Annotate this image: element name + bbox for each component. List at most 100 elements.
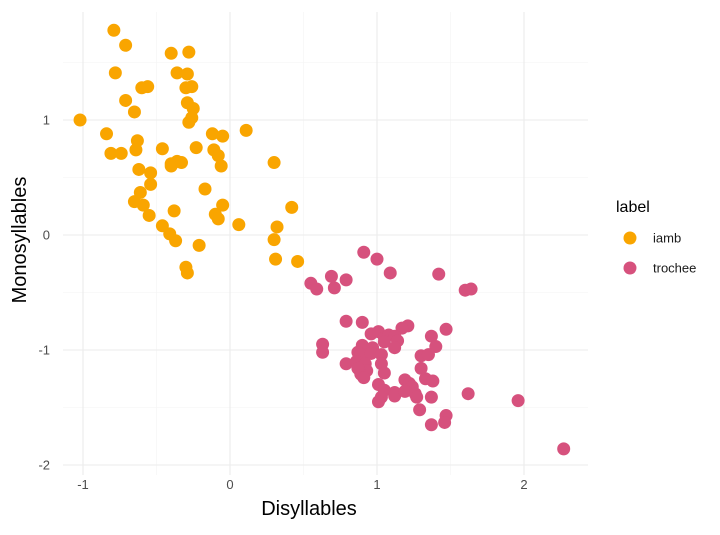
iamb-point (144, 166, 158, 180)
trochee-point (424, 418, 438, 432)
iamb-point (73, 113, 87, 127)
tick-labels: -1 0 1 2 -2 -1 0 1 (38, 113, 527, 493)
iamb-point (167, 204, 181, 218)
trochee-point (424, 390, 438, 404)
iamb-point (164, 159, 178, 173)
iamb-point (142, 208, 156, 222)
iamb-point (205, 127, 219, 141)
trochee-point (388, 389, 402, 403)
iamb-point (216, 198, 230, 212)
trochee-point (511, 394, 525, 408)
iamb-point (108, 66, 122, 80)
iamb-point (182, 45, 196, 59)
trochee-point (364, 346, 378, 360)
trochee-point (432, 267, 446, 281)
trochee-point (424, 329, 438, 343)
iamb-point (104, 146, 118, 160)
iamb-point (144, 177, 158, 191)
iamb-point (107, 23, 121, 37)
trochee-point (339, 357, 353, 371)
iamb-point (114, 146, 128, 160)
y-axis-title: Monosyllables (9, 177, 31, 304)
trochee-point (370, 252, 384, 266)
iamb-point (192, 238, 206, 252)
trochee-point (324, 269, 338, 283)
trochee-point (355, 315, 369, 329)
legend-key-iamb (623, 231, 637, 245)
iamb-point (169, 234, 183, 248)
legend-key-trochee (623, 261, 637, 275)
iamb-point (285, 200, 299, 214)
y-tick-label: -2 (38, 458, 50, 473)
legend: label iamb trochee (616, 199, 696, 276)
trochee-point (339, 273, 353, 287)
iamb-point (239, 123, 253, 137)
y-tick-label: -1 (38, 343, 50, 358)
iamb-point (182, 115, 196, 129)
iamb-point (136, 198, 150, 212)
legend-label-trochee: trochee (653, 261, 696, 276)
iamb-point (189, 141, 203, 155)
trochee-point (439, 322, 453, 336)
trochee-point (357, 371, 371, 385)
x-tick-label: 2 (520, 477, 527, 492)
iamb-point (141, 80, 155, 94)
iamb-point (211, 149, 225, 163)
trochee-point (557, 442, 571, 456)
trochee-point (413, 403, 427, 417)
trochee-point (398, 384, 412, 398)
iamb-point (214, 159, 228, 173)
trochee-point (377, 366, 391, 380)
iamb-point (119, 93, 133, 107)
trochee-point (388, 341, 402, 355)
trochee-point (316, 345, 330, 359)
iamb-point (270, 220, 284, 234)
iamb-point (232, 218, 246, 232)
iamb-point (174, 156, 188, 170)
trochee-point (310, 282, 324, 296)
legend-label-iamb: iamb (653, 231, 681, 246)
trochee-point (438, 415, 452, 429)
trochee-point (377, 335, 391, 349)
trochee-point (383, 266, 397, 280)
x-tick-label: -1 (77, 477, 89, 492)
iamb-point (133, 185, 147, 199)
iamb-point (127, 105, 141, 119)
legend-title: label (616, 199, 650, 216)
x-tick-label: 1 (373, 477, 380, 492)
iamb-point (267, 233, 281, 247)
iamb-point (180, 67, 194, 81)
trochee-point (421, 348, 435, 362)
iamb-point (291, 254, 305, 268)
trochee-point (426, 374, 440, 388)
x-axis-title: Disyllables (261, 498, 357, 520)
iamb-point (170, 66, 184, 80)
iamb-point (100, 127, 114, 141)
trochee-point (464, 282, 478, 296)
x-tick-label: 0 (226, 477, 233, 492)
iamb-point (132, 162, 146, 176)
trochee-point (374, 348, 388, 362)
iamb-point (155, 142, 169, 156)
trochee-point (357, 245, 371, 259)
trochee-point (410, 390, 424, 404)
iamb-point (269, 252, 283, 266)
iamb-point (164, 46, 178, 60)
trochee-point (461, 387, 475, 401)
iamb-point (211, 212, 225, 226)
iamb-point (267, 156, 281, 170)
trochee-point (414, 361, 428, 375)
trochee-point (351, 361, 365, 375)
trochee-point (371, 395, 385, 409)
iamb-point (185, 80, 199, 94)
iamb-point (129, 143, 143, 157)
trochee-point (339, 314, 353, 328)
iamb-point (198, 182, 212, 196)
trochee-point (327, 281, 341, 295)
iamb-point (119, 38, 133, 52)
data-points (73, 23, 571, 456)
y-tick-label: 0 (43, 228, 50, 243)
iamb-point (216, 129, 230, 143)
